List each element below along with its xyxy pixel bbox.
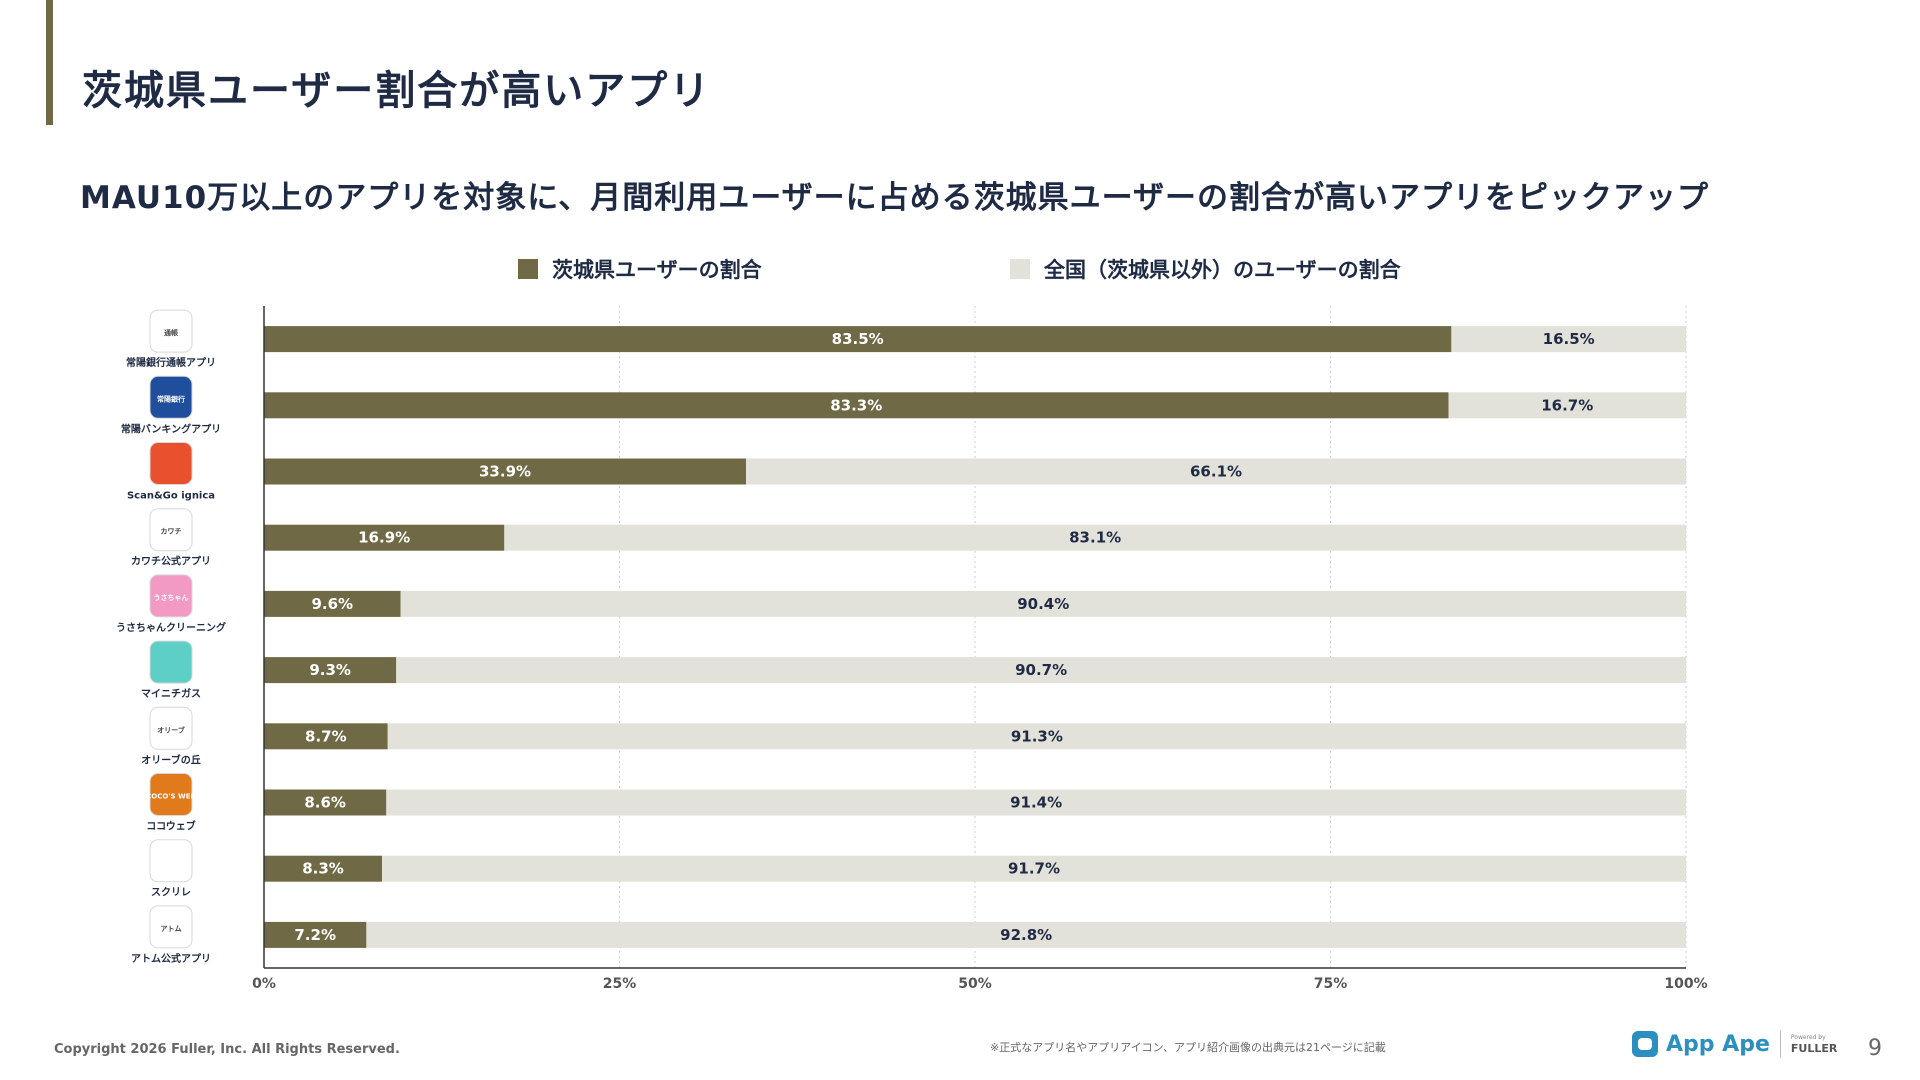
legend-swatch-ibaraki: [518, 259, 538, 279]
cocos-icon: [149, 773, 193, 816]
company-name: FULLER: [1790, 1041, 1838, 1055]
bar-label-national: 16.7%: [1541, 396, 1593, 414]
legend-item-ibaraki: 茨城県ユーザーの割合: [518, 254, 762, 284]
app-name-label: カワチ公式アプリ: [131, 555, 211, 568]
bar-national: [366, 921, 1686, 948]
app-name-label: Scan&Go ignica: [127, 491, 215, 502]
app-name-label: うさちゃんクリーニング: [116, 621, 226, 634]
passbook-icon: [149, 309, 193, 353]
legend-swatch-national: [1010, 259, 1030, 279]
bar-label-ibaraki: 33.9%: [479, 463, 531, 481]
legend-item-national: 全国（茨城県以外）のユーザーの割合: [1010, 254, 1401, 284]
bar-ibaraki: [264, 524, 505, 551]
bar-ibaraki: [264, 392, 1449, 419]
x-tick-label: 25%: [603, 976, 637, 992]
bar-label-national: 90.4%: [1017, 595, 1069, 613]
page-subtitle: MAU10万以上のアプリを対象に、月間利用ユーザーに占める茨城県ユーザーの割合が…: [80, 180, 1710, 216]
app-name-label: 常陽バンキングアプリ: [121, 422, 221, 435]
bar-ibaraki: [264, 326, 1452, 353]
bar-label-ibaraki: 9.6%: [311, 595, 353, 613]
rabbit-icon: [149, 574, 193, 618]
legend-label-national: 全国（茨城県以外）のユーザーの割合: [1044, 258, 1401, 282]
olive-icon: [149, 706, 193, 750]
atom-icon: [149, 905, 193, 949]
app-icon-text: うさちゃん: [154, 593, 189, 602]
bar-label-ibaraki: 9.3%: [309, 661, 351, 679]
bar-label-national: 91.3%: [1011, 727, 1063, 745]
page-title: 茨城県ユーザー割合が高いアプリ: [82, 68, 712, 114]
bar-ibaraki: [264, 855, 383, 882]
x-tick-label: 75%: [1314, 976, 1348, 992]
app-name-label: アトム公式アプリ: [131, 952, 211, 965]
copyright-text: Copyright 2026 Fuller, Inc. All Rights R…: [54, 1042, 400, 1057]
app-name-label: スクリレ: [151, 887, 191, 899]
bar-label-ibaraki: 83.3%: [830, 396, 882, 414]
bar-label-ibaraki: 8.7%: [305, 727, 347, 745]
bar-national: [1451, 326, 1686, 353]
x-tick-label: 0%: [252, 976, 276, 992]
bar-national: [382, 855, 1686, 882]
bar-label-ibaraki: 83.5%: [832, 330, 884, 348]
bar-label-national: 66.1%: [1190, 463, 1242, 481]
bar-national: [746, 458, 1686, 485]
school-icon: [149, 839, 193, 883]
bar-national: [386, 789, 1686, 816]
powered-by-text: Powered by: [1790, 1033, 1826, 1041]
app-icon-text: COCO'S WEB: [146, 793, 196, 801]
bank-icon: [149, 375, 193, 419]
bar-national: [396, 657, 1687, 684]
app-icon-text: 常陽銀行: [157, 394, 185, 403]
app-icon-text: カワチ: [161, 528, 182, 536]
page-number: 9: [1868, 1036, 1882, 1061]
bar-label-national: 90.7%: [1015, 661, 1067, 679]
bar-label-ibaraki: 8.3%: [302, 860, 344, 878]
bar-label-ibaraki: 8.6%: [304, 794, 346, 812]
bar-national: [400, 590, 1687, 617]
app-name-label: 常陽銀行通帳アプリ: [126, 356, 216, 369]
gas-icon: [149, 640, 193, 684]
source-note: ※正式なアプリ名やアプリアイコン、アプリ紹介画像の出典元は21ページに記載: [990, 1041, 1386, 1054]
x-tick-label: 50%: [958, 976, 992, 992]
app-icon-text: オリーブ: [157, 725, 185, 734]
app-name-label: オリーブの丘: [141, 753, 200, 766]
bar-label-national: 92.8%: [1000, 926, 1052, 944]
bar-label-ibaraki: 16.9%: [358, 529, 410, 547]
cart-icon: [149, 442, 193, 485]
bar-label-national: 91.7%: [1008, 860, 1060, 878]
brand-name: App Ape: [1666, 1031, 1770, 1057]
bar-ibaraki: [264, 458, 747, 485]
bar-ibaraki: [264, 723, 388, 750]
x-tick-label: 100%: [1664, 976, 1707, 992]
app-name-label: マイニチガス: [141, 687, 201, 700]
bar-ibaraki: [264, 789, 387, 816]
bar-label-national: 16.5%: [1543, 330, 1595, 348]
bar-national: [1448, 392, 1686, 419]
bar-label-national: 91.4%: [1010, 794, 1062, 812]
powered-by: Powered by FULLER: [1790, 1033, 1838, 1055]
brand-divider: [1779, 1030, 1781, 1058]
bar-national: [504, 524, 1686, 551]
bar-label-national: 83.1%: [1069, 529, 1121, 547]
app-icon-text: アトム: [161, 925, 182, 933]
app-ape-icon: [1632, 1031, 1658, 1057]
app-icon-text: 通帳: [164, 328, 178, 337]
legend-label-ibaraki: 茨城県ユーザーの割合: [552, 258, 762, 282]
bar-label-ibaraki: 7.2%: [294, 926, 336, 944]
title-accent-bar: [46, 0, 53, 125]
bar-national: [387, 723, 1686, 750]
bar-ibaraki: [264, 657, 397, 684]
bar-ibaraki: [264, 590, 401, 617]
bar-ibaraki: [264, 921, 367, 948]
kawachi-icon: [149, 508, 193, 552]
brand-logo: App Ape Powered by FULLER: [1632, 1030, 1837, 1058]
app-name-label: ココウェブ: [146, 820, 196, 833]
